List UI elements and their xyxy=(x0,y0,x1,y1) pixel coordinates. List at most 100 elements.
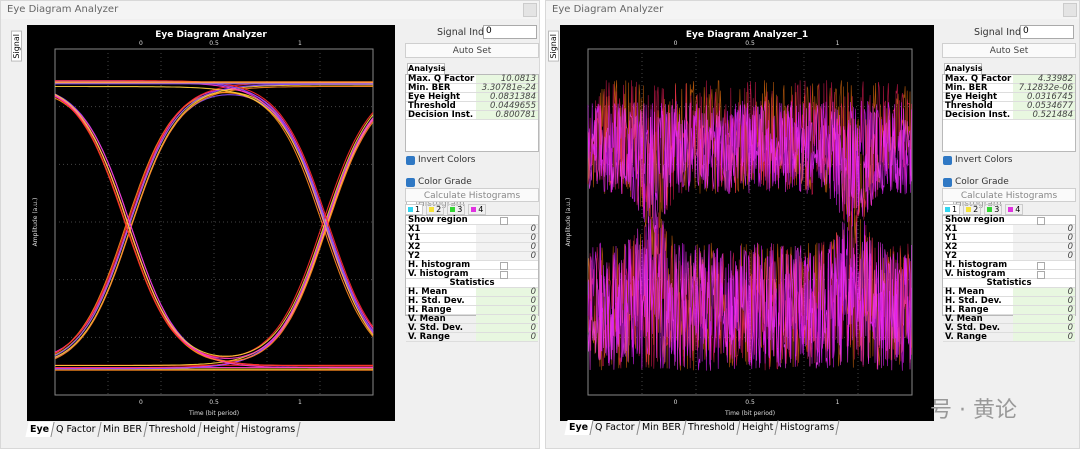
checkbox[interactable]: Invert Colors xyxy=(405,155,535,166)
region-row: Y2 0 xyxy=(943,252,1075,261)
color-tab[interactable]: 3 xyxy=(984,204,1003,215)
region-checkbox[interactable] xyxy=(500,217,508,225)
bottom-tab[interactable]: Histograms xyxy=(775,420,840,435)
eye-trace xyxy=(54,85,373,360)
bottom-tab[interactable]: Min BER xyxy=(98,422,148,437)
x-tick-label: 0 xyxy=(674,40,678,47)
region-label: X1 xyxy=(408,224,421,234)
region-label: Y1 xyxy=(408,233,421,243)
bottom-tab[interactable]: Min BER xyxy=(637,420,687,435)
region-value: 0 xyxy=(476,243,538,251)
bottom-tab[interactable]: Eye xyxy=(25,422,55,437)
region-row: X2 0 xyxy=(943,243,1075,252)
color-tab[interactable]: 1 xyxy=(405,204,424,215)
bottom-tab[interactable]: Q Factor xyxy=(51,422,102,437)
statistics-label: V. Std. Dev. xyxy=(945,323,1001,333)
color-tabs: 1 2 3 4 xyxy=(942,204,1076,215)
y-axis-label: Amplitude (a.u.) xyxy=(565,198,572,247)
side-tab[interactable]: Signal xyxy=(11,31,22,62)
color-tab-label: 4 xyxy=(1015,205,1021,214)
bottom-tab-label: Height xyxy=(202,424,234,435)
signal-index-spinbox[interactable]: 0 xyxy=(483,25,537,39)
region-row: Y2 0 xyxy=(406,252,538,261)
statistics-label: H. Std. Dev. xyxy=(408,296,465,306)
color-tab[interactable]: 2 xyxy=(963,204,982,215)
analysis-label: Decision Inst. xyxy=(945,110,1011,120)
region-checkbox[interactable] xyxy=(500,271,508,279)
noise-trace xyxy=(587,101,912,229)
checkbox[interactable]: Color Grade xyxy=(942,177,1072,188)
checkbox[interactable]: Invert Colors xyxy=(942,155,1072,166)
bottom-tab-label: Eye xyxy=(30,424,50,435)
x-axis-label: Time (bit period) xyxy=(188,410,239,417)
plot-title: Eye Diagram Analyzer xyxy=(155,30,267,40)
bottom-tab[interactable]: Q Factor xyxy=(590,420,641,435)
analysis-label: Eye Height xyxy=(408,92,461,102)
color-tab-label: 1 xyxy=(952,205,958,214)
analysis-label: Decision Inst. xyxy=(408,110,474,120)
bottom-tab[interactable]: Histograms xyxy=(236,422,301,437)
analysis-table: Max. Q Factor 4.33982 Min. BER 7.12832e-06 E… xyxy=(942,74,1076,152)
bottom-tab[interactable]: Eye xyxy=(564,420,594,435)
analysis-value: 7.12832e-06 xyxy=(1013,84,1075,92)
bottom-tab[interactable]: Height xyxy=(197,422,240,437)
analysis-tab[interactable]: Analysis xyxy=(407,63,446,74)
x-tick-label: 0 xyxy=(139,399,143,406)
eye-trace xyxy=(55,85,374,336)
analysis-value: 0.0534677 xyxy=(1013,102,1075,110)
checkbox[interactable]: Color Grade xyxy=(405,177,535,188)
signal-index-spinbox[interactable]: 0 xyxy=(1020,25,1074,39)
bottom-tab[interactable]: Height xyxy=(736,420,779,435)
side-tab[interactable]: Signal xyxy=(548,31,559,62)
analysis-row: Max. Q Factor 10.0813 xyxy=(406,75,538,84)
region-checkbox[interactable] xyxy=(1037,217,1045,225)
region-row: X1 0 xyxy=(406,225,538,234)
region-checkbox[interactable] xyxy=(1037,262,1045,270)
calculate-histograms-button[interactable]: Calculate Histograms xyxy=(405,188,539,202)
bottom-tab[interactable]: Threshold xyxy=(683,420,741,435)
analysis-row: Eye Height 0.0831384 xyxy=(406,93,538,102)
color-tab[interactable]: 2 xyxy=(426,204,445,215)
bottom-tab-label: Min BER xyxy=(102,424,142,435)
region-checkbox[interactable] xyxy=(1037,271,1045,279)
region-checkbox[interactable] xyxy=(500,262,508,270)
region-label: V. histogram xyxy=(408,269,469,279)
x-axis-label: Time (bit period) xyxy=(724,410,775,417)
statistics-label: V. Std. Dev. xyxy=(408,323,464,333)
analysis-tab[interactable]: Analysis xyxy=(944,63,983,74)
analysis-table: Max. Q Factor 10.0813 Min. BER 3.30781e-24 E… xyxy=(405,74,539,152)
region-table: Show region X1 0 Y1 0 X2 0 Y2 0 H. histogram V. hi… xyxy=(405,215,539,342)
statistics-value: 0 xyxy=(1013,324,1075,332)
bottom-tab-label: Q Factor xyxy=(595,422,635,433)
color-tab[interactable]: 4 xyxy=(1005,204,1024,215)
statistics-value: 0 xyxy=(476,297,538,305)
noise-trace xyxy=(587,100,912,233)
region-label: Show region xyxy=(408,215,468,225)
statistics-row: V. Mean 0 xyxy=(943,315,1075,324)
region-label: H. histogram xyxy=(408,260,471,270)
x-tick-label: 1 xyxy=(298,399,302,406)
color-tab[interactable]: 1 xyxy=(942,204,961,215)
analysis-value: 3.30781e-24 xyxy=(476,84,538,92)
close-button[interactable] xyxy=(1063,3,1077,17)
bottom-tab-label: Eye xyxy=(569,422,589,433)
color-tab[interactable]: 3 xyxy=(447,204,466,215)
checkbox-box xyxy=(943,156,952,165)
region-row: Show region xyxy=(943,216,1075,225)
auto-set-button[interactable]: Auto Set xyxy=(405,43,539,58)
color-tab[interactable]: 4 xyxy=(468,204,487,215)
close-button[interactable] xyxy=(523,3,537,17)
calculate-histograms-button[interactable]: Calculate Histograms xyxy=(942,188,1076,202)
traces xyxy=(54,79,374,371)
bottom-tab-label: Min BER xyxy=(641,422,681,433)
statistics-heading: Statistics xyxy=(943,279,1075,288)
statistics-value: 0 xyxy=(1013,315,1075,323)
statistics-value: 0 xyxy=(476,306,538,314)
color-swatch xyxy=(471,207,477,212)
statistics-row: H. Mean 0 xyxy=(406,288,538,297)
color-swatch xyxy=(408,207,413,212)
bottom-tab[interactable]: Threshold xyxy=(144,422,202,437)
window: Eye Diagram Analyzer Signal Eye Diagram An… xyxy=(0,0,540,449)
eye-trace xyxy=(55,117,374,367)
auto-set-button[interactable]: Auto Set xyxy=(942,43,1076,58)
